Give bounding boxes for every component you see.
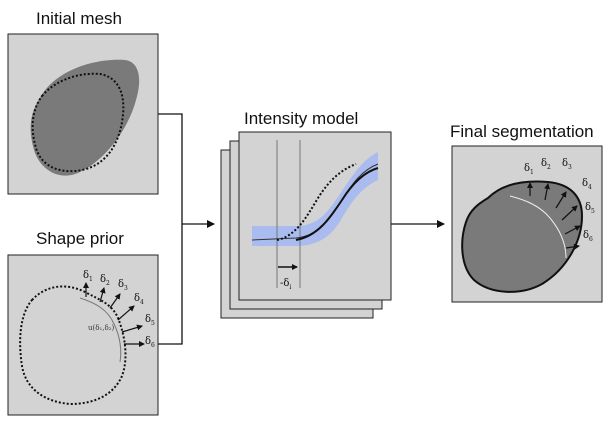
shift-label: -δi: [280, 278, 291, 291]
shape-prior-u-annotation: u(δ₁,δ₂): [88, 324, 115, 332]
initial-mesh-contour: [31, 72, 125, 173]
final-delta-2: δ2: [541, 158, 551, 171]
intensity-panel-front: [238, 131, 392, 301]
merge-connector: [158, 113, 183, 345]
shape-prior-inner-contour: [79, 297, 122, 363]
shape-prior-delta-labels: δ1 δ2 δ3 δ4 δ5 δ6: [83, 270, 155, 349]
prior-delta-2: δ2: [100, 274, 110, 287]
final-segmentation-title: Final segmentation: [450, 122, 594, 141]
final-arrow-5: [564, 225, 581, 235]
shape-prior-title: Shape prior: [36, 229, 124, 248]
intensity-observed-curve: [295, 167, 379, 241]
final-segmentation-shape: [461, 180, 584, 293]
prior-delta-5: δ5: [145, 314, 155, 327]
final-delta-1: δ1: [524, 163, 534, 176]
initial-mesh-target-shape: [30, 59, 140, 176]
prior-delta-1: δ1: [83, 270, 93, 283]
final-delta-labels: δ1 δ2 δ3 δ4 δ5 δ6: [524, 158, 595, 243]
prior-arrow-4: [117, 305, 135, 321]
shape-prior-panel: [7, 254, 159, 416]
final-delta-6: δ6: [583, 230, 593, 243]
intensity-uncertainty-band: [252, 152, 378, 246]
prior-delta-3: δ3: [118, 279, 128, 292]
final-arrow-3: [555, 191, 567, 209]
prior-arrow-5: [121, 324, 143, 333]
final-delta-5: δ5: [585, 202, 595, 215]
initial-mesh-title: Initial mesh: [36, 9, 122, 28]
intensity-shifted-curve: [276, 163, 357, 241]
final-delta-4: δ4: [582, 178, 592, 191]
intensity-model-title: Intensity model: [244, 109, 358, 128]
prior-delta-6: δ6: [145, 336, 155, 349]
prior-arrow-2: [99, 287, 106, 303]
final-arrow-2: [544, 183, 551, 201]
final-arrow-4: [561, 205, 578, 221]
prior-delta-4: δ4: [134, 293, 144, 306]
final-segmentation-arrows: [527, 182, 581, 250]
shape-prior-contour: [19, 285, 127, 406]
final-segmentation-prior-contour: [509, 195, 567, 259]
connector-lines: [158, 113, 445, 345]
final-delta-3: δ3: [562, 158, 572, 171]
shape-prior-arrows: [83, 282, 145, 347]
final-arrow-6: [565, 243, 580, 250]
prior-arrow-3: [109, 293, 121, 309]
